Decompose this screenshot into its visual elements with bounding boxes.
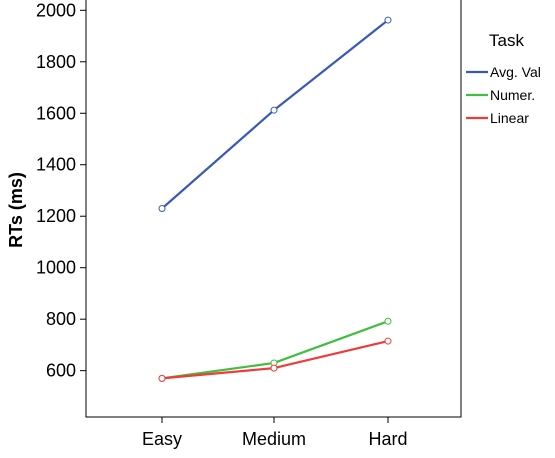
y-tick-label: 1400 bbox=[36, 155, 76, 175]
plot-frame bbox=[85, 0, 462, 418]
series-line bbox=[161, 19, 389, 210]
data-point bbox=[158, 374, 166, 382]
x-tick-label: Easy bbox=[142, 429, 182, 449]
y-tick-label: 2000 bbox=[36, 0, 76, 20]
legend-label: Avg. Val bbox=[490, 64, 541, 80]
y-tick-label: 1800 bbox=[36, 52, 76, 72]
y-tick-label: 1000 bbox=[36, 258, 76, 278]
y-tick-label: 1200 bbox=[36, 206, 76, 226]
series-avg-val bbox=[158, 16, 392, 212]
legend-title: Task bbox=[489, 31, 524, 50]
y-tick-label: 800 bbox=[46, 309, 76, 329]
legend-label: Numer. bbox=[490, 87, 535, 103]
series-linear bbox=[158, 337, 392, 382]
x-tick-label: Hard bbox=[368, 429, 407, 449]
data-point bbox=[270, 364, 278, 372]
series-numer- bbox=[158, 317, 392, 382]
x-tick-label: Medium bbox=[242, 429, 306, 449]
data-point bbox=[384, 16, 392, 24]
data-point bbox=[270, 106, 278, 114]
data-point bbox=[158, 205, 166, 212]
data-point bbox=[384, 337, 392, 345]
legend-label: Linear bbox=[490, 110, 529, 126]
data-point bbox=[384, 317, 392, 325]
y-axis-title: RTs (ms) bbox=[6, 172, 26, 248]
y-tick-label: 1600 bbox=[36, 103, 76, 123]
y-tick-label: 600 bbox=[46, 361, 76, 381]
